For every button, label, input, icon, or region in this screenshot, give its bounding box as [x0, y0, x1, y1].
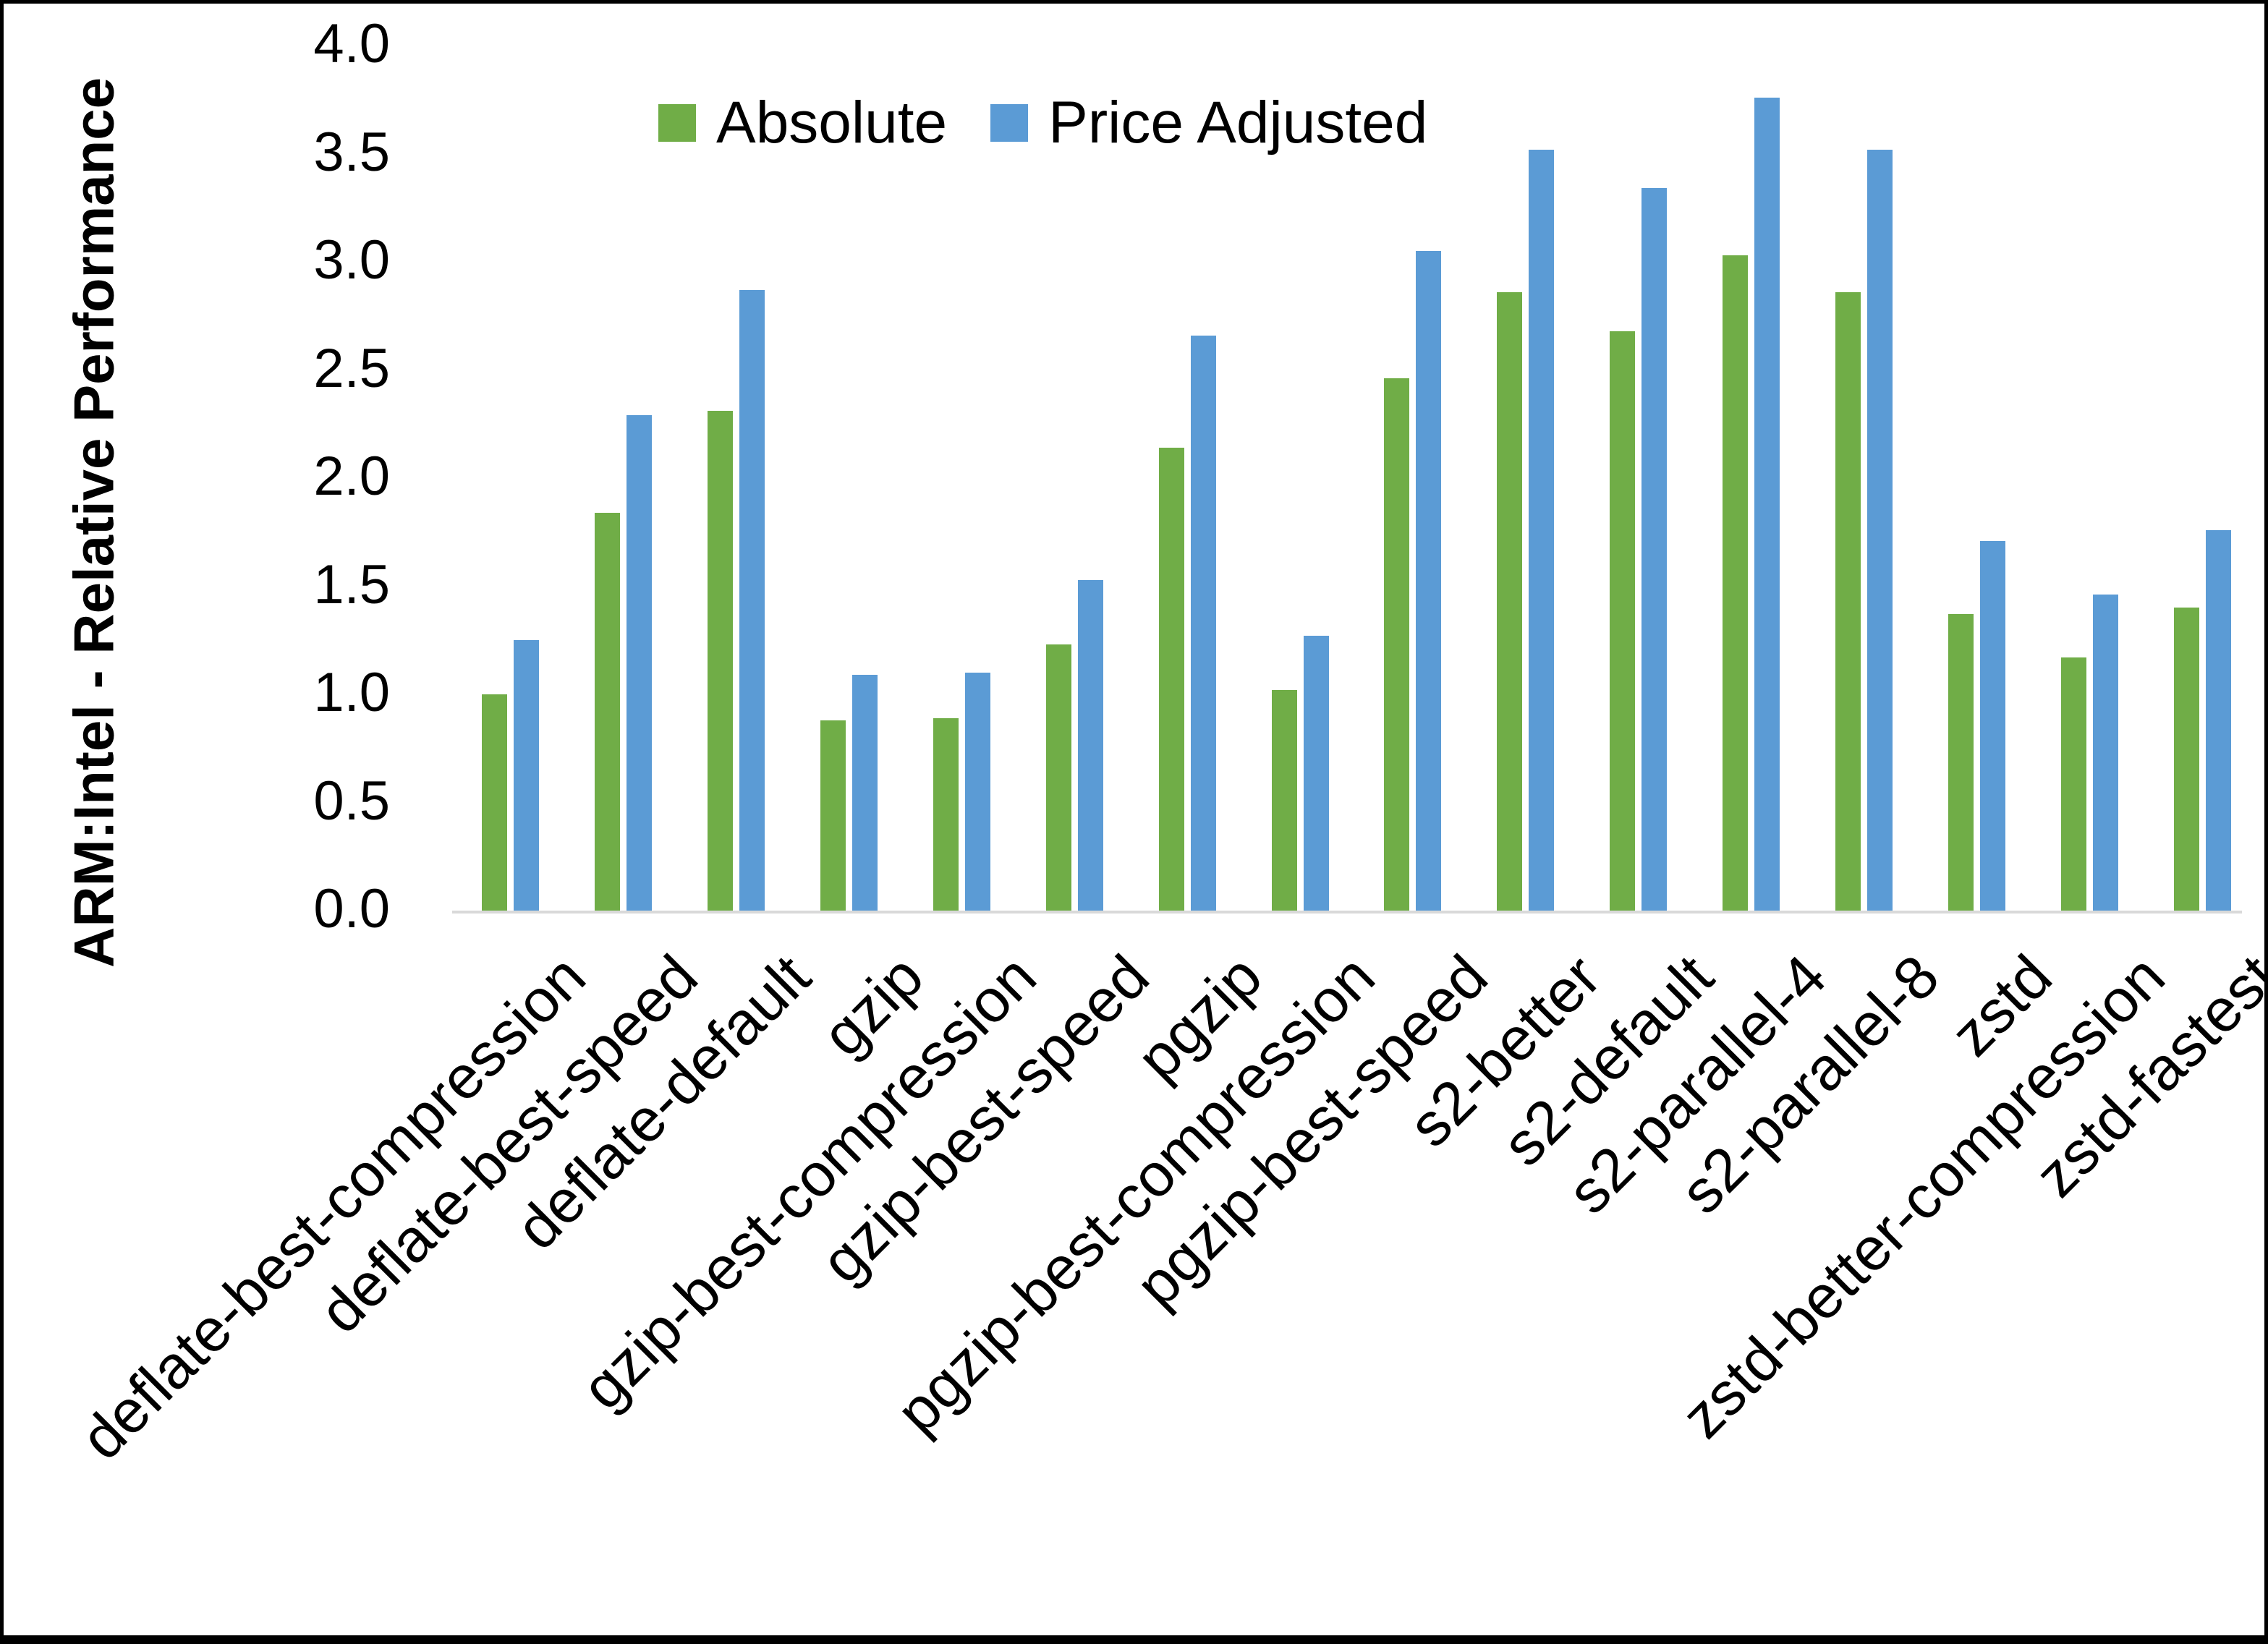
- bar-absolute-pgzip-best-speed: [1384, 378, 1410, 911]
- bar-price-adjusted-gzip: [851, 675, 878, 911]
- bar-absolute-s2-better: [1497, 291, 1523, 911]
- legend-label-price-adjusted: Price Adjusted: [1048, 90, 1428, 156]
- bar-absolute-pgzip-best-compression: [1271, 690, 1297, 911]
- bar-absolute-deflate-default: [707, 411, 733, 911]
- y-tick-label-0.5: 0.5: [313, 770, 390, 832]
- bar-absolute-zstd: [1948, 614, 1974, 911]
- bar-price-adjusted-s2-parallel-4: [1754, 97, 1780, 911]
- bar-price-adjusted-pgzip: [1190, 335, 1216, 911]
- legend-swatch-price-adjusted: [990, 104, 1029, 142]
- y-tick-label-1.5: 1.5: [313, 553, 390, 616]
- bar-absolute-pgzip: [1158, 448, 1184, 911]
- legend-swatch-absolute: [658, 104, 696, 142]
- bar-price-adjusted-deflate-best-speed: [626, 415, 652, 911]
- y-tick-label-4.0: 4.0: [313, 13, 390, 74]
- legend: Absolute Price Adjusted: [658, 89, 1427, 157]
- x-axis-line: [452, 911, 2242, 913]
- y-tick-label-1.0: 1.0: [313, 662, 390, 723]
- bar-price-adjusted-pgzip-best-compression: [1303, 636, 1329, 911]
- bar-price-adjusted-deflate-default: [739, 289, 765, 911]
- bar-absolute-gzip: [820, 720, 846, 911]
- legend-item-price-adjusted: Price Adjusted: [990, 89, 1427, 157]
- bar-price-adjusted-zstd-fastest: [2205, 529, 2231, 911]
- bar-price-adjusted-s2-parallel-8: [1867, 149, 1893, 911]
- bar-absolute-s2-parallel-8: [1835, 291, 1861, 911]
- y-tick-label-3.0: 3.0: [313, 229, 390, 291]
- bar-price-adjusted-zstd: [1980, 540, 2006, 911]
- bar-absolute-deflate-best-compression: [482, 694, 507, 911]
- bar-absolute-gzip-best-compression: [933, 717, 959, 911]
- bar-absolute-gzip-best-speed: [1045, 644, 1071, 911]
- bar-price-adjusted-s2-better: [1529, 149, 1555, 911]
- legend-item-absolute: Absolute: [658, 89, 947, 157]
- bar-price-adjusted-gzip-best-speed: [1077, 579, 1103, 911]
- bar-price-adjusted-s2-default: [1641, 188, 1668, 911]
- y-axis-title: ARM:Intel - Relative Performance: [61, 77, 126, 968]
- bar-price-adjusted-deflate-best-compression: [514, 640, 539, 911]
- y-tick-label-0.0: 0.0: [313, 878, 390, 940]
- bar-price-adjusted-zstd-better-compression: [2093, 595, 2119, 911]
- bar-absolute-zstd-better-compression: [2061, 657, 2087, 911]
- bar-absolute-s2-parallel-4: [1723, 255, 1749, 911]
- bar-price-adjusted-gzip-best-compression: [964, 673, 990, 911]
- legend-label-absolute: Absolute: [716, 90, 948, 156]
- bar-absolute-s2-default: [1610, 331, 1636, 911]
- y-tick-label-3.5: 3.5: [313, 121, 390, 183]
- bar-price-adjusted-pgzip-best-speed: [1416, 251, 1442, 911]
- bar-absolute-zstd-fastest: [2173, 608, 2199, 911]
- bar-absolute-deflate-best-speed: [594, 512, 620, 911]
- y-tick-label-2.0: 2.0: [313, 446, 390, 507]
- y-tick-label-2.5: 2.5: [313, 337, 390, 399]
